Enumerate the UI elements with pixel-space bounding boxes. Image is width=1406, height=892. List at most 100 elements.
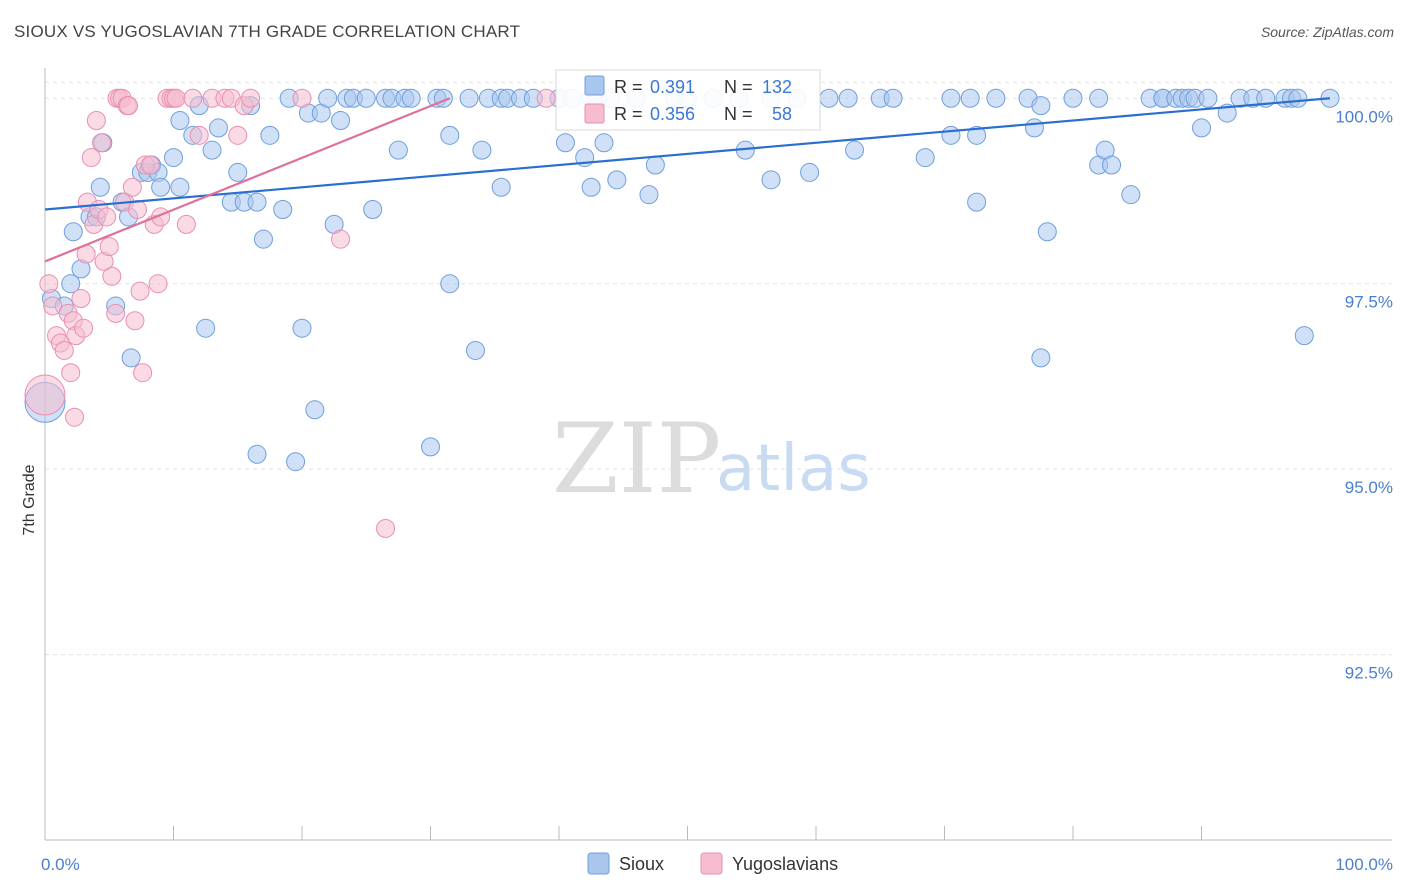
yugoslavians-trend-line	[44, 97, 451, 263]
y-tick-label: 97.5%	[1345, 293, 1393, 312]
bottom-legend: Sioux Yugoslavians	[587, 852, 838, 875]
yugo-r-value: 0.356	[650, 104, 695, 124]
sioux-point	[286, 452, 306, 472]
watermark-atlas: atlas	[716, 432, 871, 506]
sioux-point	[61, 274, 81, 294]
sioux-point	[208, 118, 228, 138]
sioux-point	[761, 170, 781, 190]
sioux-point	[607, 170, 627, 190]
sioux-point	[356, 88, 376, 108]
yugoslavians-point	[71, 289, 91, 309]
sioux-point	[151, 177, 171, 197]
x-tick-label-min: 0.0%	[41, 855, 80, 874]
chart-title: SIOUX VS YUGOSLAVIAN 7TH GRADE CORRELATI…	[14, 22, 521, 41]
grid-lines	[45, 81, 1392, 656]
yugoslavians-point	[536, 88, 556, 108]
sioux-point	[421, 437, 440, 457]
yugoslavians-point	[376, 518, 396, 538]
yugoslavians-point	[74, 318, 94, 338]
yugoslavians-point	[119, 96, 139, 116]
sioux-point	[967, 192, 987, 212]
sioux-point	[941, 125, 961, 145]
sioux-point	[800, 162, 820, 182]
legend-sioux-label: Sioux	[619, 854, 664, 874]
sioux-point	[639, 185, 659, 205]
watermark: ZIP atlas	[552, 403, 871, 515]
yugoslavians-point	[148, 274, 168, 294]
sioux-trend-line	[44, 97, 1331, 211]
yugoslavians-point	[106, 303, 126, 323]
sioux-swatch	[584, 75, 605, 96]
sioux-point	[986, 88, 1006, 108]
y-tick-label: 92.5%	[1345, 664, 1393, 683]
yugoslavians-point	[39, 274, 59, 294]
y-tick-labels: 92.5% 95.0% 97.5% 100.0%	[1335, 107, 1393, 682]
sioux-point	[967, 125, 987, 145]
sioux-point	[960, 88, 980, 108]
sioux-point	[1024, 118, 1044, 138]
yugoslavians-point	[130, 281, 150, 301]
sioux-point	[1121, 185, 1141, 205]
yugoslavians-point	[61, 363, 81, 383]
yugoslavians-point	[128, 200, 148, 220]
yugoslavians-point	[102, 266, 122, 286]
yugoslavians-point	[97, 207, 117, 227]
sioux-point	[1198, 88, 1218, 108]
yugoslavians-point	[176, 214, 196, 234]
sioux-point	[170, 111, 190, 131]
sioux-n-value: 132	[762, 77, 792, 97]
sioux-point	[305, 400, 325, 420]
sioux-point	[1288, 88, 1308, 108]
yugoslavians-point	[86, 111, 106, 131]
sioux-point	[363, 200, 383, 220]
sioux-point	[63, 222, 83, 242]
yugoslavians-point	[228, 125, 248, 145]
sioux-r-value: 0.391	[650, 77, 695, 97]
sioux-point	[845, 140, 865, 160]
yugoslavians-point	[43, 296, 63, 316]
yugoslavians-point	[24, 374, 66, 416]
yugoslavians-point	[166, 88, 186, 108]
yugoslavians-point	[81, 148, 101, 168]
sioux-point	[253, 229, 273, 249]
sioux-point	[260, 125, 280, 145]
yugoslavians-point	[125, 311, 145, 331]
sioux-point	[645, 155, 665, 175]
sioux-point	[318, 88, 338, 108]
sioux-point	[292, 318, 312, 338]
sioux-point	[388, 140, 408, 160]
sioux-point	[273, 200, 293, 220]
sioux-point	[164, 148, 183, 168]
sioux-point	[401, 88, 421, 108]
sioux-point	[915, 148, 935, 168]
sioux-point	[440, 274, 460, 294]
sioux-point	[1294, 326, 1314, 346]
sioux-n-label: N =	[724, 77, 753, 97]
yugoslavians-point	[54, 340, 74, 360]
y-tick-label: 95.0%	[1345, 478, 1393, 497]
yugoslavians-series	[24, 88, 556, 538]
sioux-point	[228, 162, 248, 182]
y-tick-label: 100.0%	[1335, 107, 1393, 126]
yugoslavians-point	[65, 407, 85, 427]
sioux-point	[819, 88, 839, 108]
sioux-point	[491, 177, 511, 197]
stats-legend: R = 0.391 N = 132 R = 0.356 N = 58	[555, 69, 821, 131]
yugo-swatch	[584, 103, 605, 124]
yugoslavians-point	[241, 88, 261, 108]
sioux-point	[1031, 96, 1051, 116]
sioux-point	[459, 88, 479, 108]
yugoslavians-point	[292, 88, 312, 108]
sioux-point	[465, 340, 485, 360]
sioux-point	[581, 177, 601, 197]
yugoslavians-point	[133, 363, 153, 383]
sioux-point	[838, 88, 858, 108]
sioux-point	[121, 348, 141, 368]
legend-yugo-swatch	[700, 852, 723, 875]
yugo-n-label: N =	[724, 104, 753, 124]
sioux-point	[247, 444, 267, 464]
sioux-point	[1063, 88, 1083, 108]
sioux-r-label: R =	[614, 77, 643, 97]
sioux-point	[247, 192, 267, 212]
